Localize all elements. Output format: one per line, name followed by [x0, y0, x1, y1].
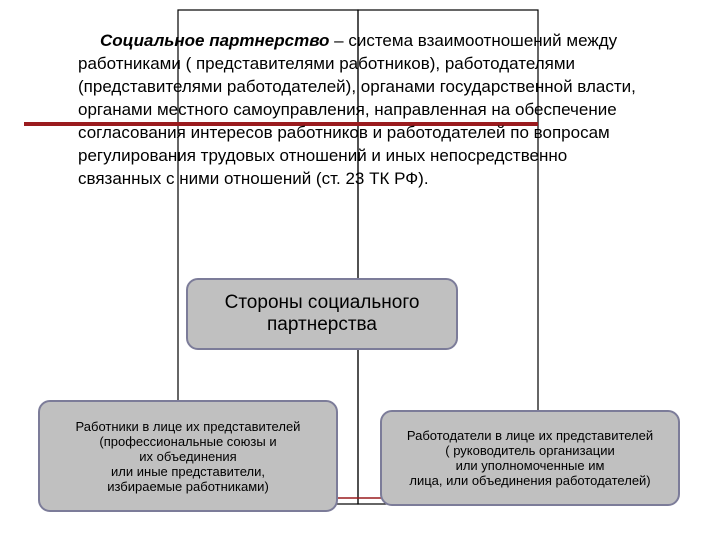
definition-paragraph: Социальное партнерство – система взаимоо…: [78, 30, 638, 191]
node-line: лица, или объединения работодателей): [409, 473, 650, 488]
central-title-node: Стороны социальногопартнерства: [186, 278, 458, 350]
node-line: их объединения: [139, 449, 236, 464]
node-line: Работники в лице их представителей: [76, 419, 301, 434]
employers-node: Работодатели в лице их представителей( р…: [380, 410, 680, 506]
node-line: Работодатели в лице их представителей: [407, 428, 653, 443]
node-line: Стороны социального: [225, 292, 420, 314]
node-line: избираемые работниками): [107, 479, 269, 494]
node-line: (профессиональные союзы и: [99, 434, 276, 449]
node-line: или иные представители,: [111, 464, 265, 479]
workers-node: Работники в лице их представителей(профе…: [38, 400, 338, 512]
node-line: ( руководитель организации: [445, 443, 614, 458]
definition-body: – система взаимоотношений между работник…: [78, 31, 636, 188]
node-line: партнерства: [267, 314, 377, 336]
definition-term: Социальное партнерство: [100, 31, 329, 50]
node-line: или уполномоченные им: [456, 458, 605, 473]
